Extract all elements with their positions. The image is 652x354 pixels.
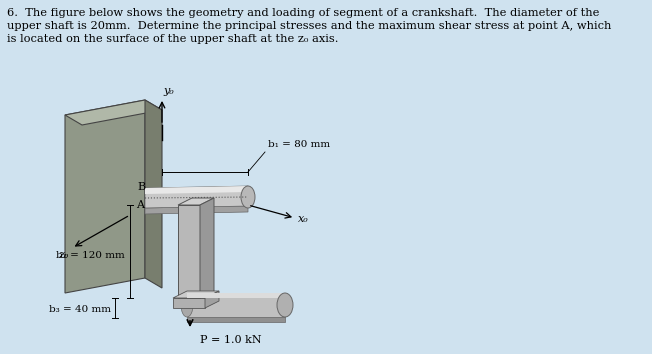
Text: 6.  The figure below shows the geometry and loading of segment of a crankshaft. : 6. The figure below shows the geometry a… — [7, 8, 599, 18]
Text: upper shaft is 20mm.  Determine the principal stresses and the maximum shear str: upper shaft is 20mm. Determine the princ… — [7, 21, 612, 31]
Polygon shape — [178, 205, 200, 298]
Polygon shape — [65, 100, 162, 125]
Text: is located on the surface of the upper shaft at the z₀ axis.: is located on the surface of the upper s… — [7, 34, 338, 44]
Polygon shape — [200, 198, 214, 298]
Text: b₂ = 120 mm: b₂ = 120 mm — [56, 251, 125, 259]
Text: y₀: y₀ — [163, 86, 173, 96]
Polygon shape — [65, 100, 145, 293]
Polygon shape — [145, 186, 248, 208]
Ellipse shape — [241, 186, 255, 208]
Ellipse shape — [277, 293, 293, 317]
Polygon shape — [178, 198, 214, 205]
Text: P = 1.0 kN: P = 1.0 kN — [200, 335, 261, 345]
Polygon shape — [145, 186, 248, 194]
Text: b₃ = 40 mm: b₃ = 40 mm — [49, 306, 111, 314]
Polygon shape — [187, 317, 285, 322]
Polygon shape — [187, 293, 285, 317]
Text: B: B — [138, 182, 146, 192]
Text: A: A — [136, 200, 144, 210]
Ellipse shape — [181, 293, 193, 317]
Polygon shape — [187, 293, 285, 298]
Text: x₀: x₀ — [298, 214, 309, 224]
Polygon shape — [173, 298, 205, 308]
Polygon shape — [205, 291, 219, 308]
Polygon shape — [145, 100, 162, 288]
Text: b₁ = 80 mm: b₁ = 80 mm — [268, 140, 330, 149]
Polygon shape — [145, 206, 248, 214]
Polygon shape — [173, 291, 219, 298]
Text: z₀: z₀ — [57, 250, 68, 260]
